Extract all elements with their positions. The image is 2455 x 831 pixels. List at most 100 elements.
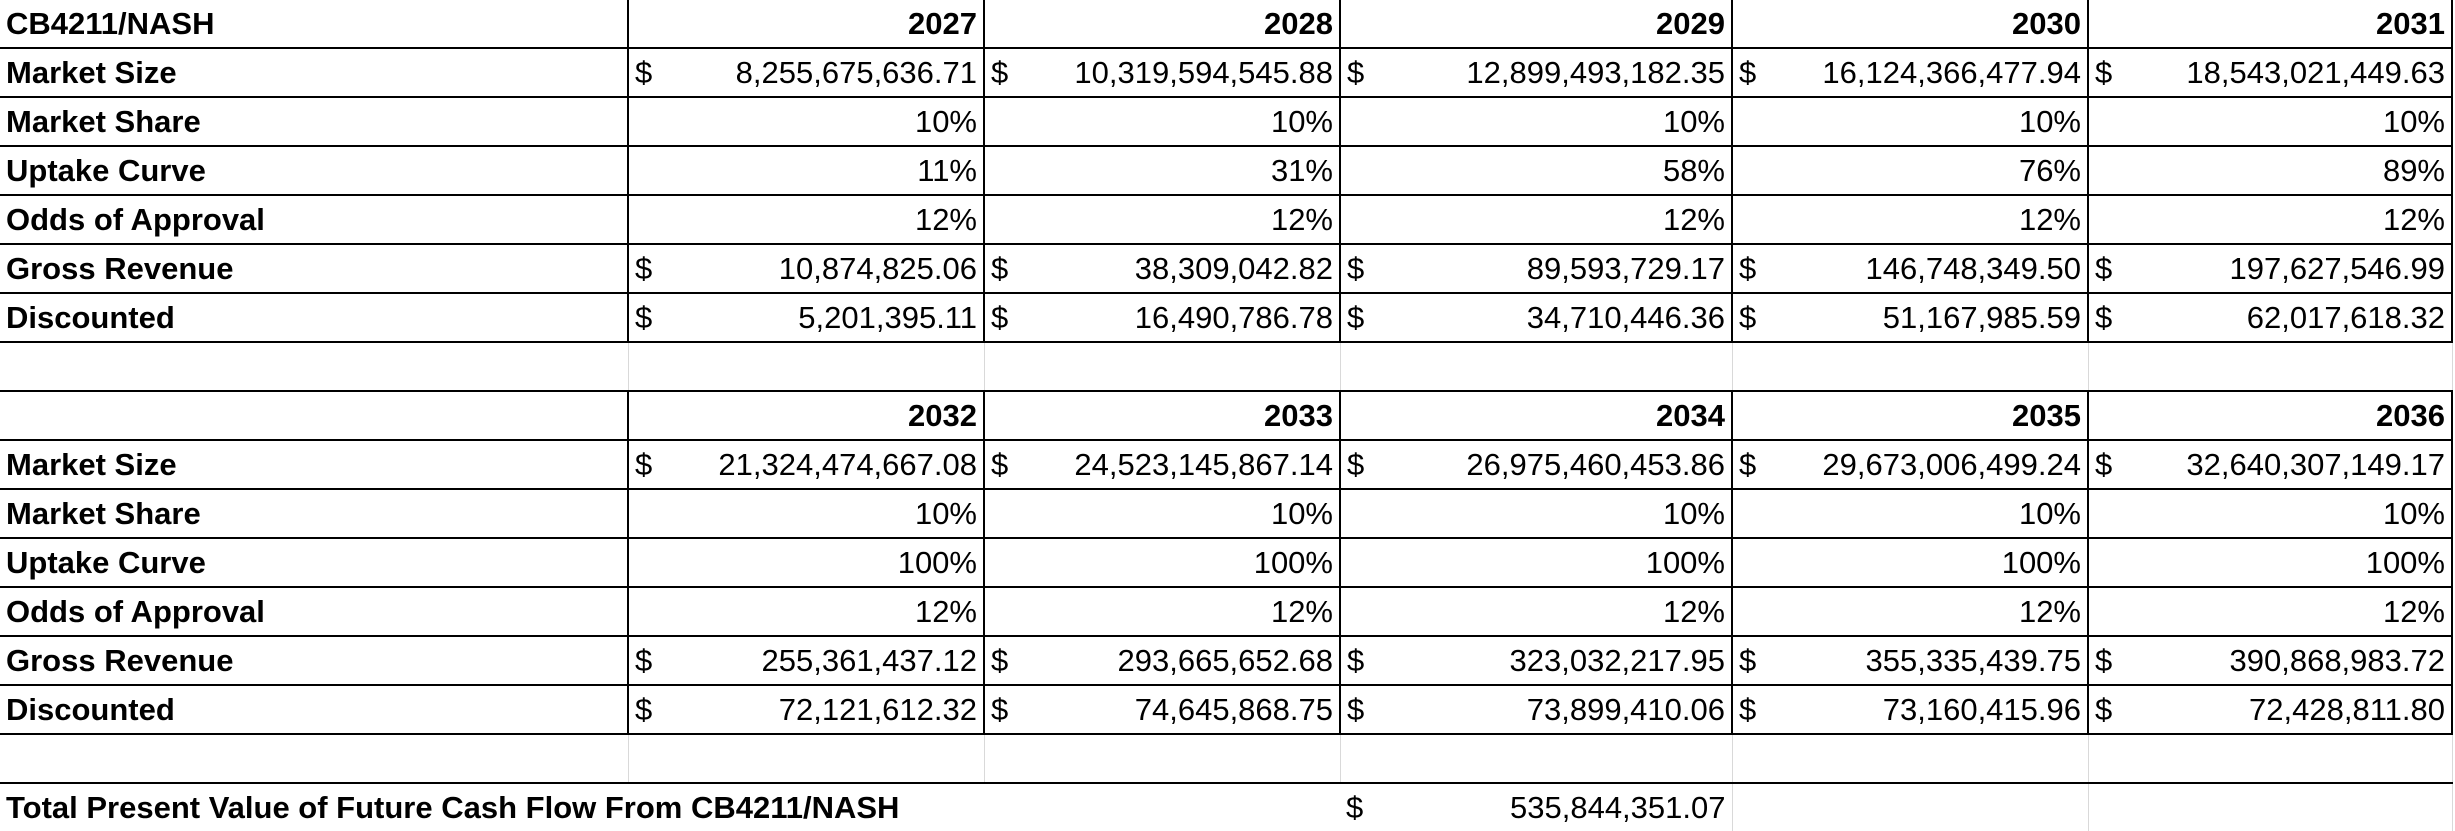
year-cell[interactable]: 2033 bbox=[984, 391, 1341, 441]
market-size-cell[interactable]: $21,324,474,667.08 bbox=[628, 440, 985, 490]
odds-of-approval-cell[interactable]: 12% bbox=[984, 195, 1341, 245]
gross-revenue-cell[interactable]: $323,032,217.95 bbox=[1340, 636, 1733, 686]
empty-cell[interactable] bbox=[2088, 342, 2453, 392]
row-label-market-share[interactable]: Market Share bbox=[0, 489, 629, 539]
gross-revenue-cell[interactable]: $293,665,652.68 bbox=[984, 636, 1341, 686]
row-label-uptake-curve[interactable]: Uptake Curve bbox=[0, 146, 629, 196]
odds-of-approval-cell[interactable]: 12% bbox=[628, 195, 985, 245]
row-label-odds-of-approval[interactable]: Odds of Approval bbox=[0, 587, 629, 637]
market-size-cell[interactable]: $18,543,021,449.63 bbox=[2088, 48, 2453, 98]
odds-of-approval-cell[interactable]: 12% bbox=[2088, 195, 2453, 245]
empty-cell[interactable] bbox=[628, 342, 985, 392]
market-size-cell[interactable]: $26,975,460,453.86 bbox=[1340, 440, 1733, 490]
uptake-curve-cell[interactable]: 58% bbox=[1340, 146, 1733, 196]
gross-revenue-cell[interactable]: $355,335,439.75 bbox=[1732, 636, 2089, 686]
gross-revenue-cell[interactable]: $146,748,349.50 bbox=[1732, 244, 2089, 294]
market-share-cell[interactable]: 10% bbox=[984, 489, 1341, 539]
discounted-cell[interactable]: $5,201,395.11 bbox=[628, 293, 985, 343]
discounted-cell[interactable]: $73,160,415.96 bbox=[1732, 685, 2089, 735]
empty-cell[interactable] bbox=[984, 734, 1341, 784]
market-size-cell[interactable]: $10,319,594,545.88 bbox=[984, 48, 1341, 98]
row-label-discounted[interactable]: Discounted bbox=[0, 293, 629, 343]
odds-of-approval-cell[interactable]: 12% bbox=[1732, 195, 2089, 245]
market-size-cell[interactable]: $32,640,307,149.17 bbox=[2088, 440, 2453, 490]
discounted-cell[interactable]: $74,645,868.75 bbox=[984, 685, 1341, 735]
gross-revenue-cell[interactable]: $38,309,042.82 bbox=[984, 244, 1341, 294]
discounted-cell[interactable]: $72,121,612.32 bbox=[628, 685, 985, 735]
uptake-curve-cell[interactable]: 100% bbox=[1340, 538, 1733, 588]
discounted-cell[interactable]: $51,167,985.59 bbox=[1732, 293, 2089, 343]
market-share-cell[interactable]: 10% bbox=[1732, 489, 2089, 539]
row-label-odds-of-approval[interactable]: Odds of Approval bbox=[0, 195, 629, 245]
market-size-cell[interactable]: $12,899,493,182.35 bbox=[1340, 48, 1733, 98]
empty-cell[interactable] bbox=[1732, 734, 2089, 784]
uptake-curve-cell[interactable]: 100% bbox=[628, 538, 985, 588]
uptake-curve-cell[interactable]: 100% bbox=[2088, 538, 2453, 588]
row-label-market-share[interactable]: Market Share bbox=[0, 97, 629, 147]
empty-cell[interactable] bbox=[0, 342, 629, 392]
total-value-cell[interactable]: $535,844,351.07 bbox=[1340, 783, 1733, 831]
uptake-curve-cell[interactable]: 100% bbox=[984, 538, 1341, 588]
odds-of-approval-cell[interactable]: 12% bbox=[628, 587, 985, 637]
market-share-cell[interactable]: 10% bbox=[1340, 489, 1733, 539]
empty-cell[interactable] bbox=[1340, 342, 1733, 392]
year-cell[interactable]: 2032 bbox=[628, 391, 985, 441]
year-cell[interactable]: 2034 bbox=[1340, 391, 1733, 441]
odds-of-approval-cell[interactable]: 12% bbox=[1732, 587, 2089, 637]
market-share-cell[interactable]: 10% bbox=[2088, 489, 2453, 539]
empty-cell[interactable] bbox=[1732, 342, 2089, 392]
discounted-cell[interactable]: $72,428,811.80 bbox=[2088, 685, 2453, 735]
empty-cell[interactable] bbox=[2088, 734, 2453, 784]
gross-revenue-cell[interactable]: $89,593,729.17 bbox=[1340, 244, 1733, 294]
discounted-cell[interactable]: $62,017,618.32 bbox=[2088, 293, 2453, 343]
odds-of-approval-cell[interactable]: 12% bbox=[984, 587, 1341, 637]
uptake-curve-cell[interactable]: 89% bbox=[2088, 146, 2453, 196]
gross-revenue-cell[interactable]: $10,874,825.06 bbox=[628, 244, 985, 294]
gross-revenue-cell[interactable]: $390,868,983.72 bbox=[2088, 636, 2453, 686]
row-label-discounted[interactable]: Discounted bbox=[0, 685, 629, 735]
market-share-cell[interactable]: 10% bbox=[984, 97, 1341, 147]
gross-revenue-cell[interactable]: $255,361,437.12 bbox=[628, 636, 985, 686]
market-share-cell[interactable]: 10% bbox=[1340, 97, 1733, 147]
odds-of-approval-cell[interactable]: 12% bbox=[1340, 195, 1733, 245]
uptake-curve-cell[interactable]: 11% bbox=[628, 146, 985, 196]
empty-cell[interactable] bbox=[628, 734, 985, 784]
row-label-market-size[interactable]: Market Size bbox=[0, 440, 629, 490]
market-size-cell[interactable]: $24,523,145,867.14 bbox=[984, 440, 1341, 490]
market-size-cell[interactable]: $8,255,675,636.71 bbox=[628, 48, 985, 98]
year-cell[interactable]: 2031 bbox=[2088, 0, 2453, 49]
total-label-cell[interactable]: Total Present Value of Future Cash Flow … bbox=[6, 790, 900, 825]
uptake-curve-cell[interactable]: 76% bbox=[1732, 146, 2089, 196]
gross-revenue-cell[interactable]: $197,627,546.99 bbox=[2088, 244, 2453, 294]
year-cell[interactable]: 2027 bbox=[628, 0, 985, 49]
row-label-gross-revenue[interactable]: Gross Revenue bbox=[0, 636, 629, 686]
empty-cell[interactable] bbox=[0, 391, 629, 441]
discounted-cell[interactable]: $16,490,786.78 bbox=[984, 293, 1341, 343]
empty-cell[interactable] bbox=[1732, 783, 2089, 831]
discounted-cell[interactable]: $34,710,446.36 bbox=[1340, 293, 1733, 343]
row-label-market-size[interactable]: Market Size bbox=[0, 48, 629, 98]
market-share-cell[interactable]: 10% bbox=[628, 489, 985, 539]
uptake-curve-cell[interactable]: 31% bbox=[984, 146, 1341, 196]
market-size-cell[interactable]: $29,673,006,499.24 bbox=[1732, 440, 2089, 490]
year-cell[interactable]: 2028 bbox=[984, 0, 1341, 49]
empty-cell[interactable] bbox=[2088, 783, 2453, 831]
year-cell[interactable]: 2035 bbox=[1732, 391, 2089, 441]
year-cell[interactable]: 2036 bbox=[2088, 391, 2453, 441]
market-share-cell[interactable]: 10% bbox=[628, 97, 985, 147]
market-share-cell[interactable]: 10% bbox=[1732, 97, 2089, 147]
market-size-cell[interactable]: $16,124,366,477.94 bbox=[1732, 48, 2089, 98]
empty-cell[interactable] bbox=[0, 734, 629, 784]
empty-cell[interactable] bbox=[1340, 734, 1733, 784]
odds-of-approval-cell[interactable]: 12% bbox=[2088, 587, 2453, 637]
odds-of-approval-cell[interactable]: 12% bbox=[1340, 587, 1733, 637]
year-cell[interactable]: 2029 bbox=[1340, 0, 1733, 49]
uptake-curve-cell[interactable]: 100% bbox=[1732, 538, 2089, 588]
empty-cell[interactable] bbox=[984, 342, 1341, 392]
discounted-cell[interactable]: $73,899,410.06 bbox=[1340, 685, 1733, 735]
sheet-title-cell[interactable]: CB4211/NASH bbox=[0, 0, 629, 49]
row-label-uptake-curve[interactable]: Uptake Curve bbox=[0, 538, 629, 588]
year-cell[interactable]: 2030 bbox=[1732, 0, 2089, 49]
market-share-cell[interactable]: 10% bbox=[2088, 97, 2453, 147]
row-label-gross-revenue[interactable]: Gross Revenue bbox=[0, 244, 629, 294]
